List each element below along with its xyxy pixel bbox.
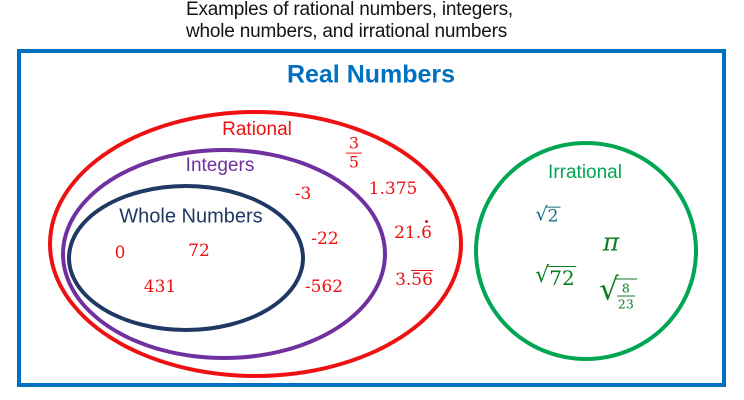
nested-fraction: 8 23 [614,278,637,312]
decimal-prefix: 21. [394,223,422,243]
irrational-circle [474,141,698,361]
sqrt-72: √ 72 [535,263,577,290]
radicand-72: 72 [547,266,577,290]
whole-numbers-ellipse [67,184,305,332]
nested-fraction-numerator: 8 [621,280,630,296]
whole-value-431: 431 [143,277,177,297]
repeating-digit-dot: 6 [421,220,432,243]
integer-value-neg562: -562 [304,277,344,297]
rational-value-1375: 1.375 [368,179,418,199]
integers-label: Integers [185,155,255,176]
rational-ellipse [48,110,463,378]
integers-ellipse [61,148,387,360]
fraction-three-fifths: 3 5 [345,133,363,173]
integer-value-neg22: -22 [311,229,339,249]
repeating-digits-bar: 56 [411,270,433,290]
fraction-numerator: 3 [348,133,360,153]
whole-value-72: 72 [188,241,210,261]
sqrt-8-over-23: √ 8 23 [599,271,637,312]
whole-value-0: 0 [114,243,126,263]
decimal-prefix: 3. [395,270,412,290]
page-title: Examples of rational numbers, integers, … [186,0,513,42]
fraction-denominator: 5 [345,153,363,172]
real-numbers-label: Real Numbers [286,60,456,89]
rational-label: Rational [222,119,292,140]
whole-numbers-label: Whole Numbers [119,205,263,228]
repeating-decimal-3-56: 3.56 [395,270,433,290]
radicand-2: 2 [545,206,561,227]
repeating-decimal-21-6: 21.6 [394,220,432,243]
irrational-label: Irrational [548,162,622,183]
radical-icon: √ [535,203,548,226]
radical-icon: √ [535,263,550,288]
pi-symbol: π [602,227,620,257]
radical-icon: √ [599,271,619,308]
integer-value-neg3: -3 [294,184,312,204]
nested-fraction-denominator: 23 [616,295,635,312]
sqrt-2: √ 2 [535,203,561,227]
